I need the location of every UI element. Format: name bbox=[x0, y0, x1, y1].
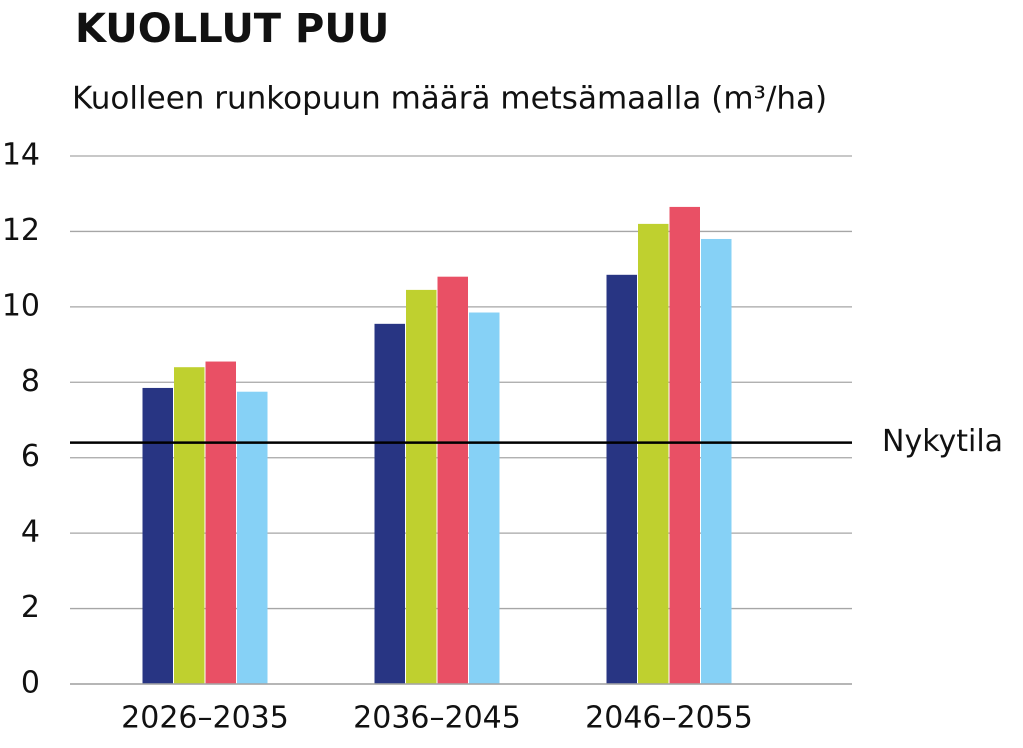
y-tick-label: 2 bbox=[21, 590, 40, 625]
y-tick-label: 0 bbox=[21, 666, 40, 701]
y-tick-label: 4 bbox=[21, 515, 40, 550]
chart-title: KUOLLUT PUU bbox=[75, 6, 389, 52]
y-tick-label: 10 bbox=[2, 288, 40, 323]
y-tick-label: 8 bbox=[21, 364, 40, 399]
bar bbox=[237, 391, 268, 684]
y-tick-label: 6 bbox=[21, 439, 40, 474]
bar bbox=[374, 323, 405, 684]
bar bbox=[142, 387, 173, 684]
x-tick-label: 2046–2055 bbox=[585, 701, 753, 736]
bar bbox=[669, 206, 700, 684]
bar bbox=[205, 361, 236, 684]
y-tick-label: 14 bbox=[2, 138, 40, 173]
bar bbox=[469, 312, 500, 684]
y-tick-label: 12 bbox=[2, 213, 40, 248]
bar bbox=[638, 223, 669, 684]
x-tick-label: 2026–2035 bbox=[121, 701, 289, 736]
bar bbox=[701, 238, 732, 684]
bar bbox=[174, 367, 205, 684]
bar bbox=[606, 274, 637, 684]
bar bbox=[437, 276, 468, 684]
reference-label: Nykytila bbox=[882, 424, 1003, 459]
x-tick-label: 2036–2045 bbox=[353, 701, 521, 736]
bar bbox=[406, 289, 437, 684]
chart-subtitle: Kuolleen runkopuun määrä metsämaalla (m³… bbox=[72, 81, 827, 117]
